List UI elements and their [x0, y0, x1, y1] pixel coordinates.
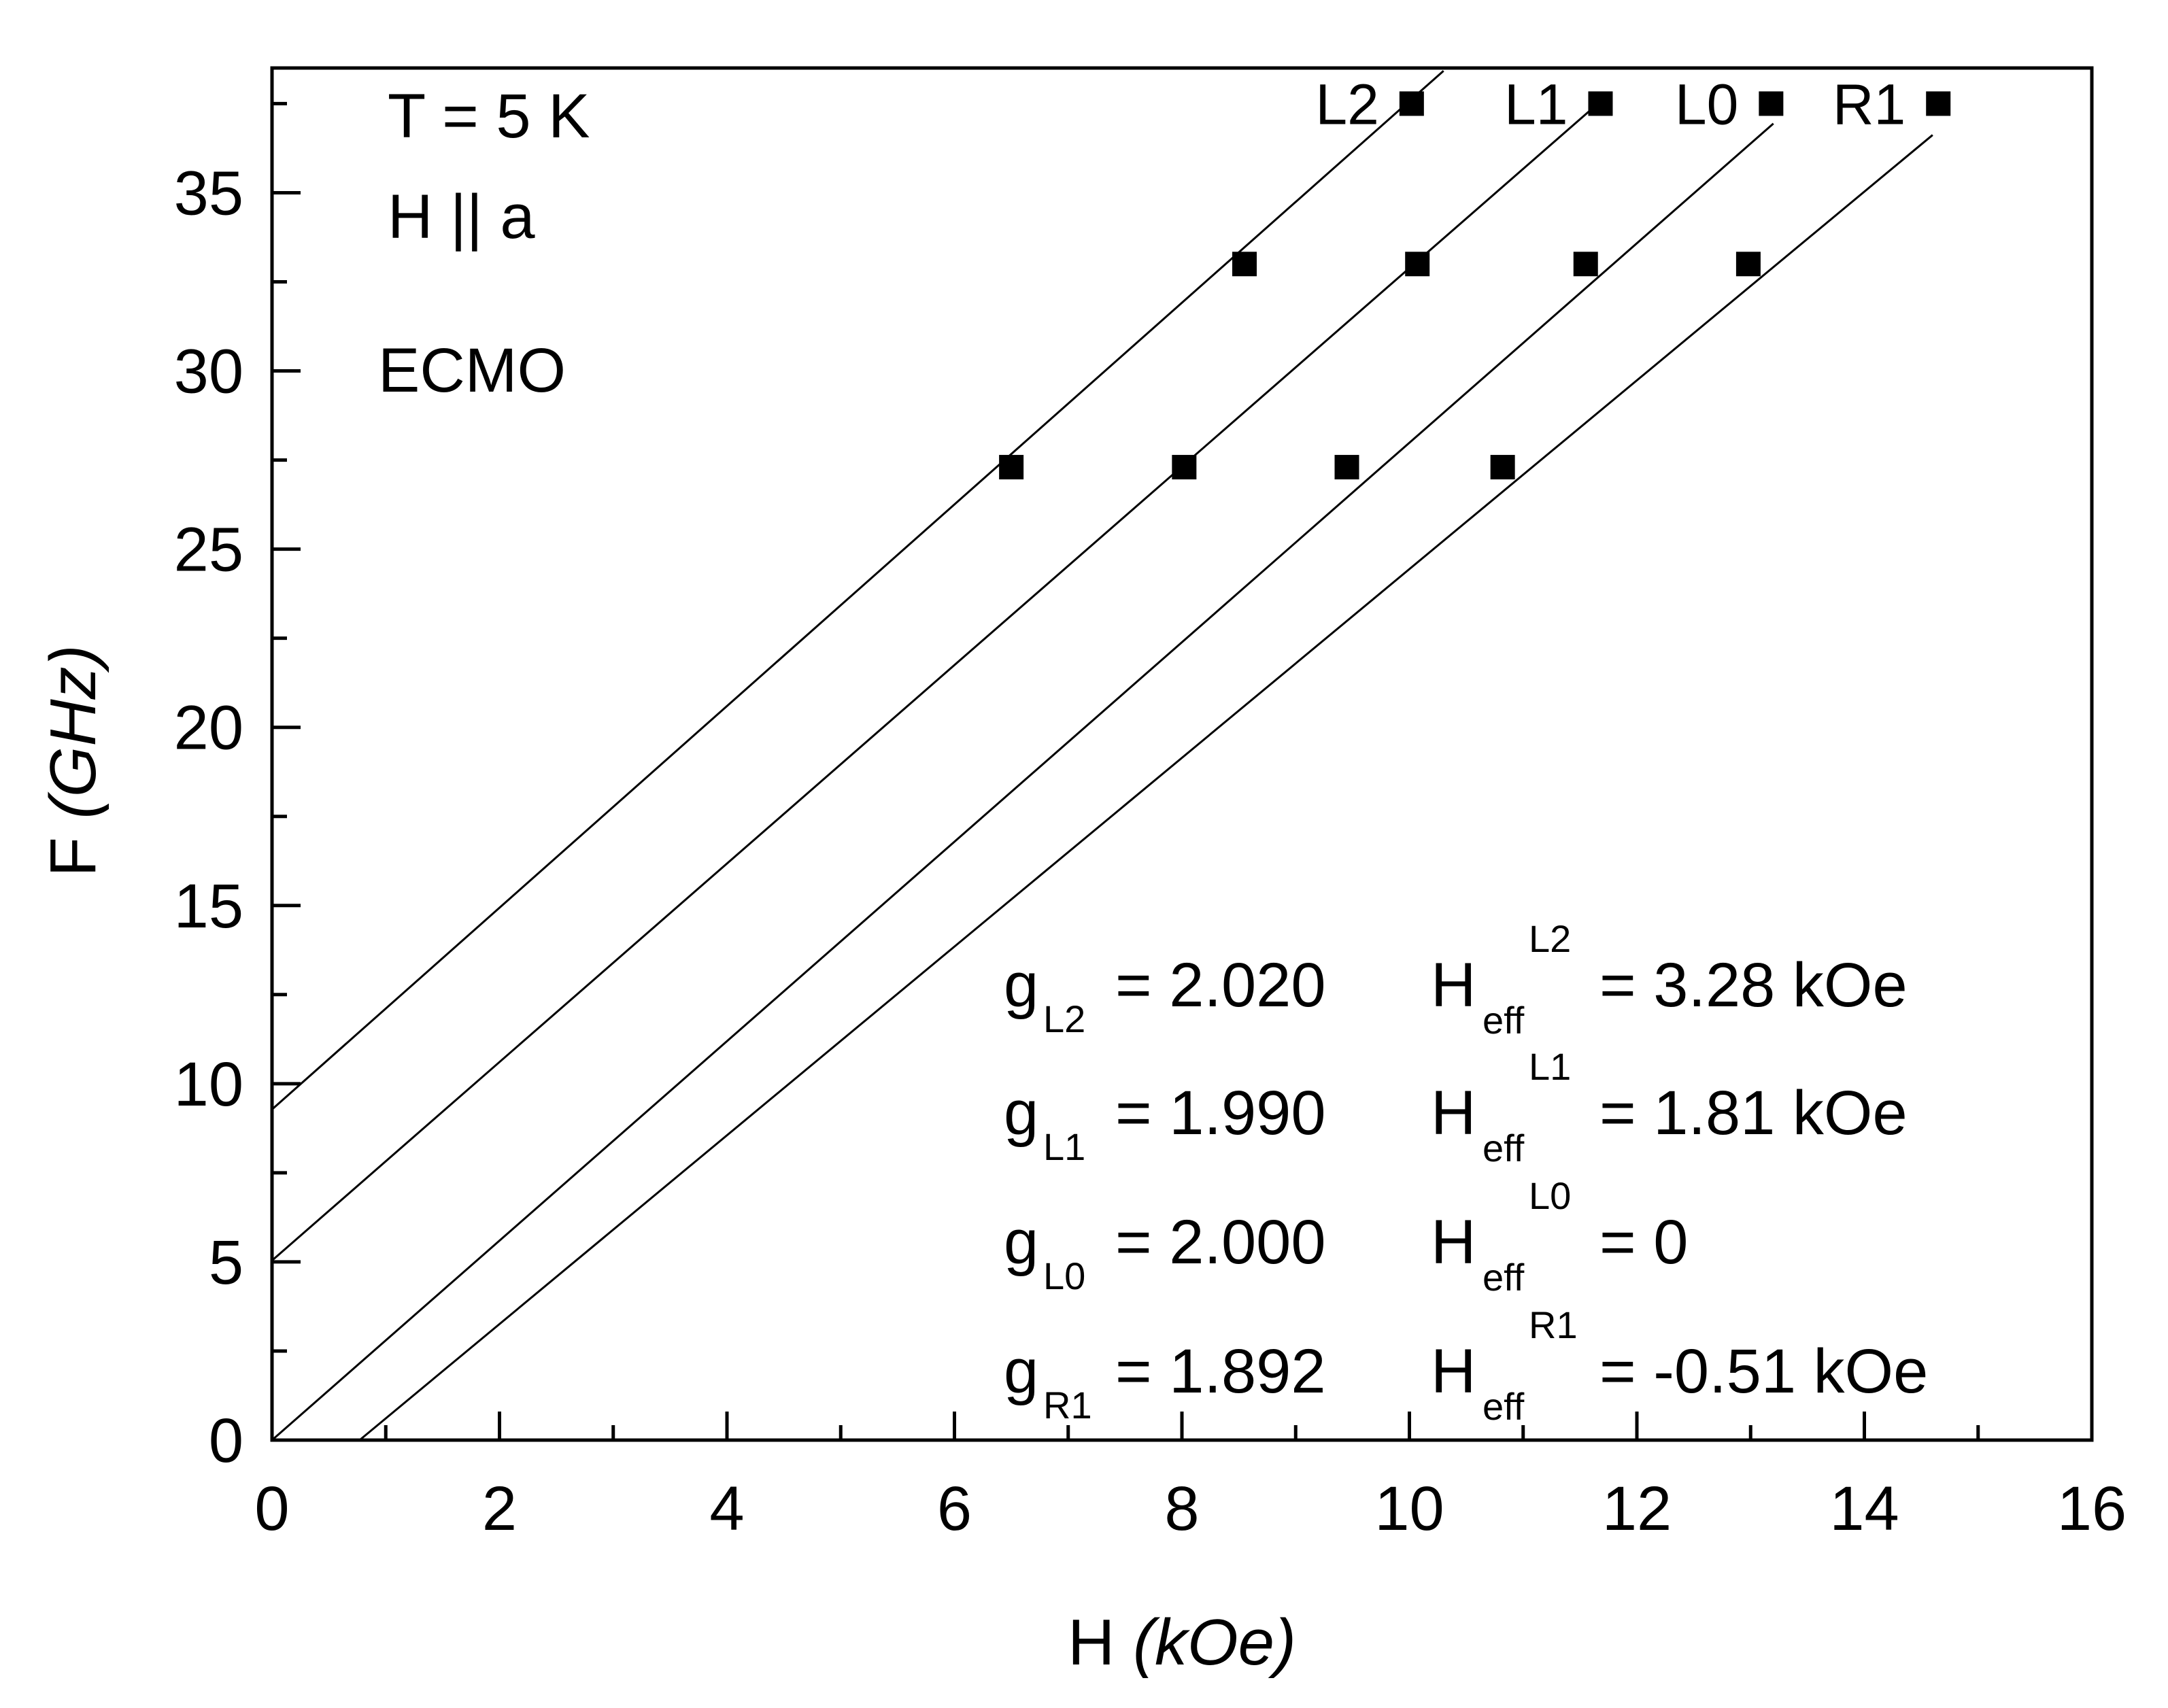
data-point-l2	[999, 455, 1024, 480]
g-symbol: g	[1004, 1078, 1038, 1148]
heff-superscript: R1	[1529, 1303, 1578, 1346]
data-markers	[999, 91, 1951, 480]
heff-superscript: L0	[1529, 1174, 1571, 1217]
g-subscript: L2	[1043, 997, 1085, 1040]
g-value: = 2.000	[1115, 1208, 1326, 1277]
fit-lines	[271, 70, 1933, 1441]
heff-value: = 1.81 kOe	[1599, 1078, 1908, 1148]
y-tick-label: 5	[209, 1228, 243, 1297]
fit-line-r1	[358, 134, 1933, 1441]
y-tick-label: 15	[174, 872, 243, 941]
y-tick-label: 10	[174, 1050, 243, 1119]
data-point-l1	[1588, 91, 1613, 116]
y-tick-label: 0	[209, 1406, 243, 1475]
data-point-l1	[1405, 252, 1430, 277]
chart-text: 0 2 4 6 8 10 12 14 16 0 5 10 15 20 25 30 35 H (kOe) F (GHz…	[37, 72, 2127, 1679]
y-axis-title-unit: (GHz)	[37, 645, 109, 819]
heff-superscript: L1	[1529, 1045, 1571, 1088]
heff-subscript: eff	[1483, 1256, 1525, 1299]
series-label-l0: L0	[1675, 72, 1738, 136]
data-point-l2	[1232, 252, 1257, 277]
x-tick-label: 16	[2057, 1474, 2127, 1543]
heff-symbol: H	[1431, 1337, 1476, 1406]
x-tick-label: 6	[937, 1474, 972, 1543]
temperature-annotation: T = 5 K	[388, 82, 590, 151]
data-point-r1	[1735, 252, 1761, 277]
y-axis-title: F (GHz)	[37, 645, 109, 876]
heff-symbol: H	[1431, 951, 1476, 1020]
heff-value: = 0	[1599, 1208, 1688, 1277]
g-subscript: L1	[1043, 1125, 1085, 1168]
heff-value: = -0.51 kOe	[1599, 1337, 1928, 1406]
sample-annotation: ECMO	[378, 336, 566, 405]
g-value: = 2.020	[1115, 951, 1326, 1020]
field-orientation-annotation: H || a	[388, 182, 535, 252]
x-tick-label: 12	[1602, 1474, 1672, 1543]
g-subscript: L0	[1043, 1254, 1085, 1297]
x-tick-label: 14	[1829, 1474, 1899, 1543]
g-symbol: g	[1004, 1208, 1038, 1277]
data-point-r1	[1926, 91, 1951, 116]
heff-symbol: H	[1431, 1208, 1476, 1277]
series-label-l2: L2	[1315, 72, 1378, 136]
heff-symbol: H	[1431, 1078, 1476, 1148]
g-subscript: R1	[1043, 1384, 1092, 1427]
series-label-l1: L1	[1504, 72, 1568, 136]
x-tick-label: 0	[254, 1474, 289, 1543]
g-value: = 1.892	[1115, 1337, 1326, 1406]
x-tick-label: 8	[1164, 1474, 1199, 1543]
data-point-l0	[1573, 252, 1598, 277]
x-tick-label: 2	[482, 1474, 517, 1543]
y-tick-label: 25	[174, 515, 243, 585]
y-tick-label: 20	[174, 694, 243, 763]
heff-value: = 3.28 kOe	[1599, 951, 1908, 1020]
g-symbol: g	[1004, 951, 1038, 1020]
x-axis-title-unit: (kOe)	[1133, 1606, 1296, 1679]
x-tick-label: 4	[709, 1474, 744, 1543]
x-axis-title-main: H	[1068, 1606, 1133, 1679]
series-label-r1: R1	[1833, 72, 1906, 136]
data-point-l1	[1172, 455, 1197, 480]
fit-line-l0	[271, 122, 1774, 1441]
x-axis-title: H (kOe)	[1068, 1606, 1296, 1679]
heff-subscript: eff	[1483, 999, 1525, 1042]
y-tick-label: 30	[174, 337, 243, 407]
heff-superscript: L2	[1529, 917, 1571, 960]
y-axis-title-main: F	[37, 819, 109, 876]
x-tick-label: 10	[1374, 1474, 1444, 1543]
data-point-l0	[1759, 91, 1784, 116]
data-point-l0	[1334, 455, 1359, 480]
g-value: = 1.990	[1115, 1078, 1326, 1148]
data-point-r1	[1490, 455, 1515, 480]
g-symbol: g	[1004, 1337, 1038, 1406]
data-point-l2	[1399, 91, 1424, 116]
fit-line-l2	[271, 70, 1444, 1110]
axes	[270, 66, 2094, 1442]
heff-subscript: eff	[1483, 1385, 1525, 1428]
fit-line-l1	[271, 108, 1593, 1261]
heff-subscript: eff	[1483, 1127, 1525, 1169]
y-tick-label: 35	[174, 158, 243, 228]
